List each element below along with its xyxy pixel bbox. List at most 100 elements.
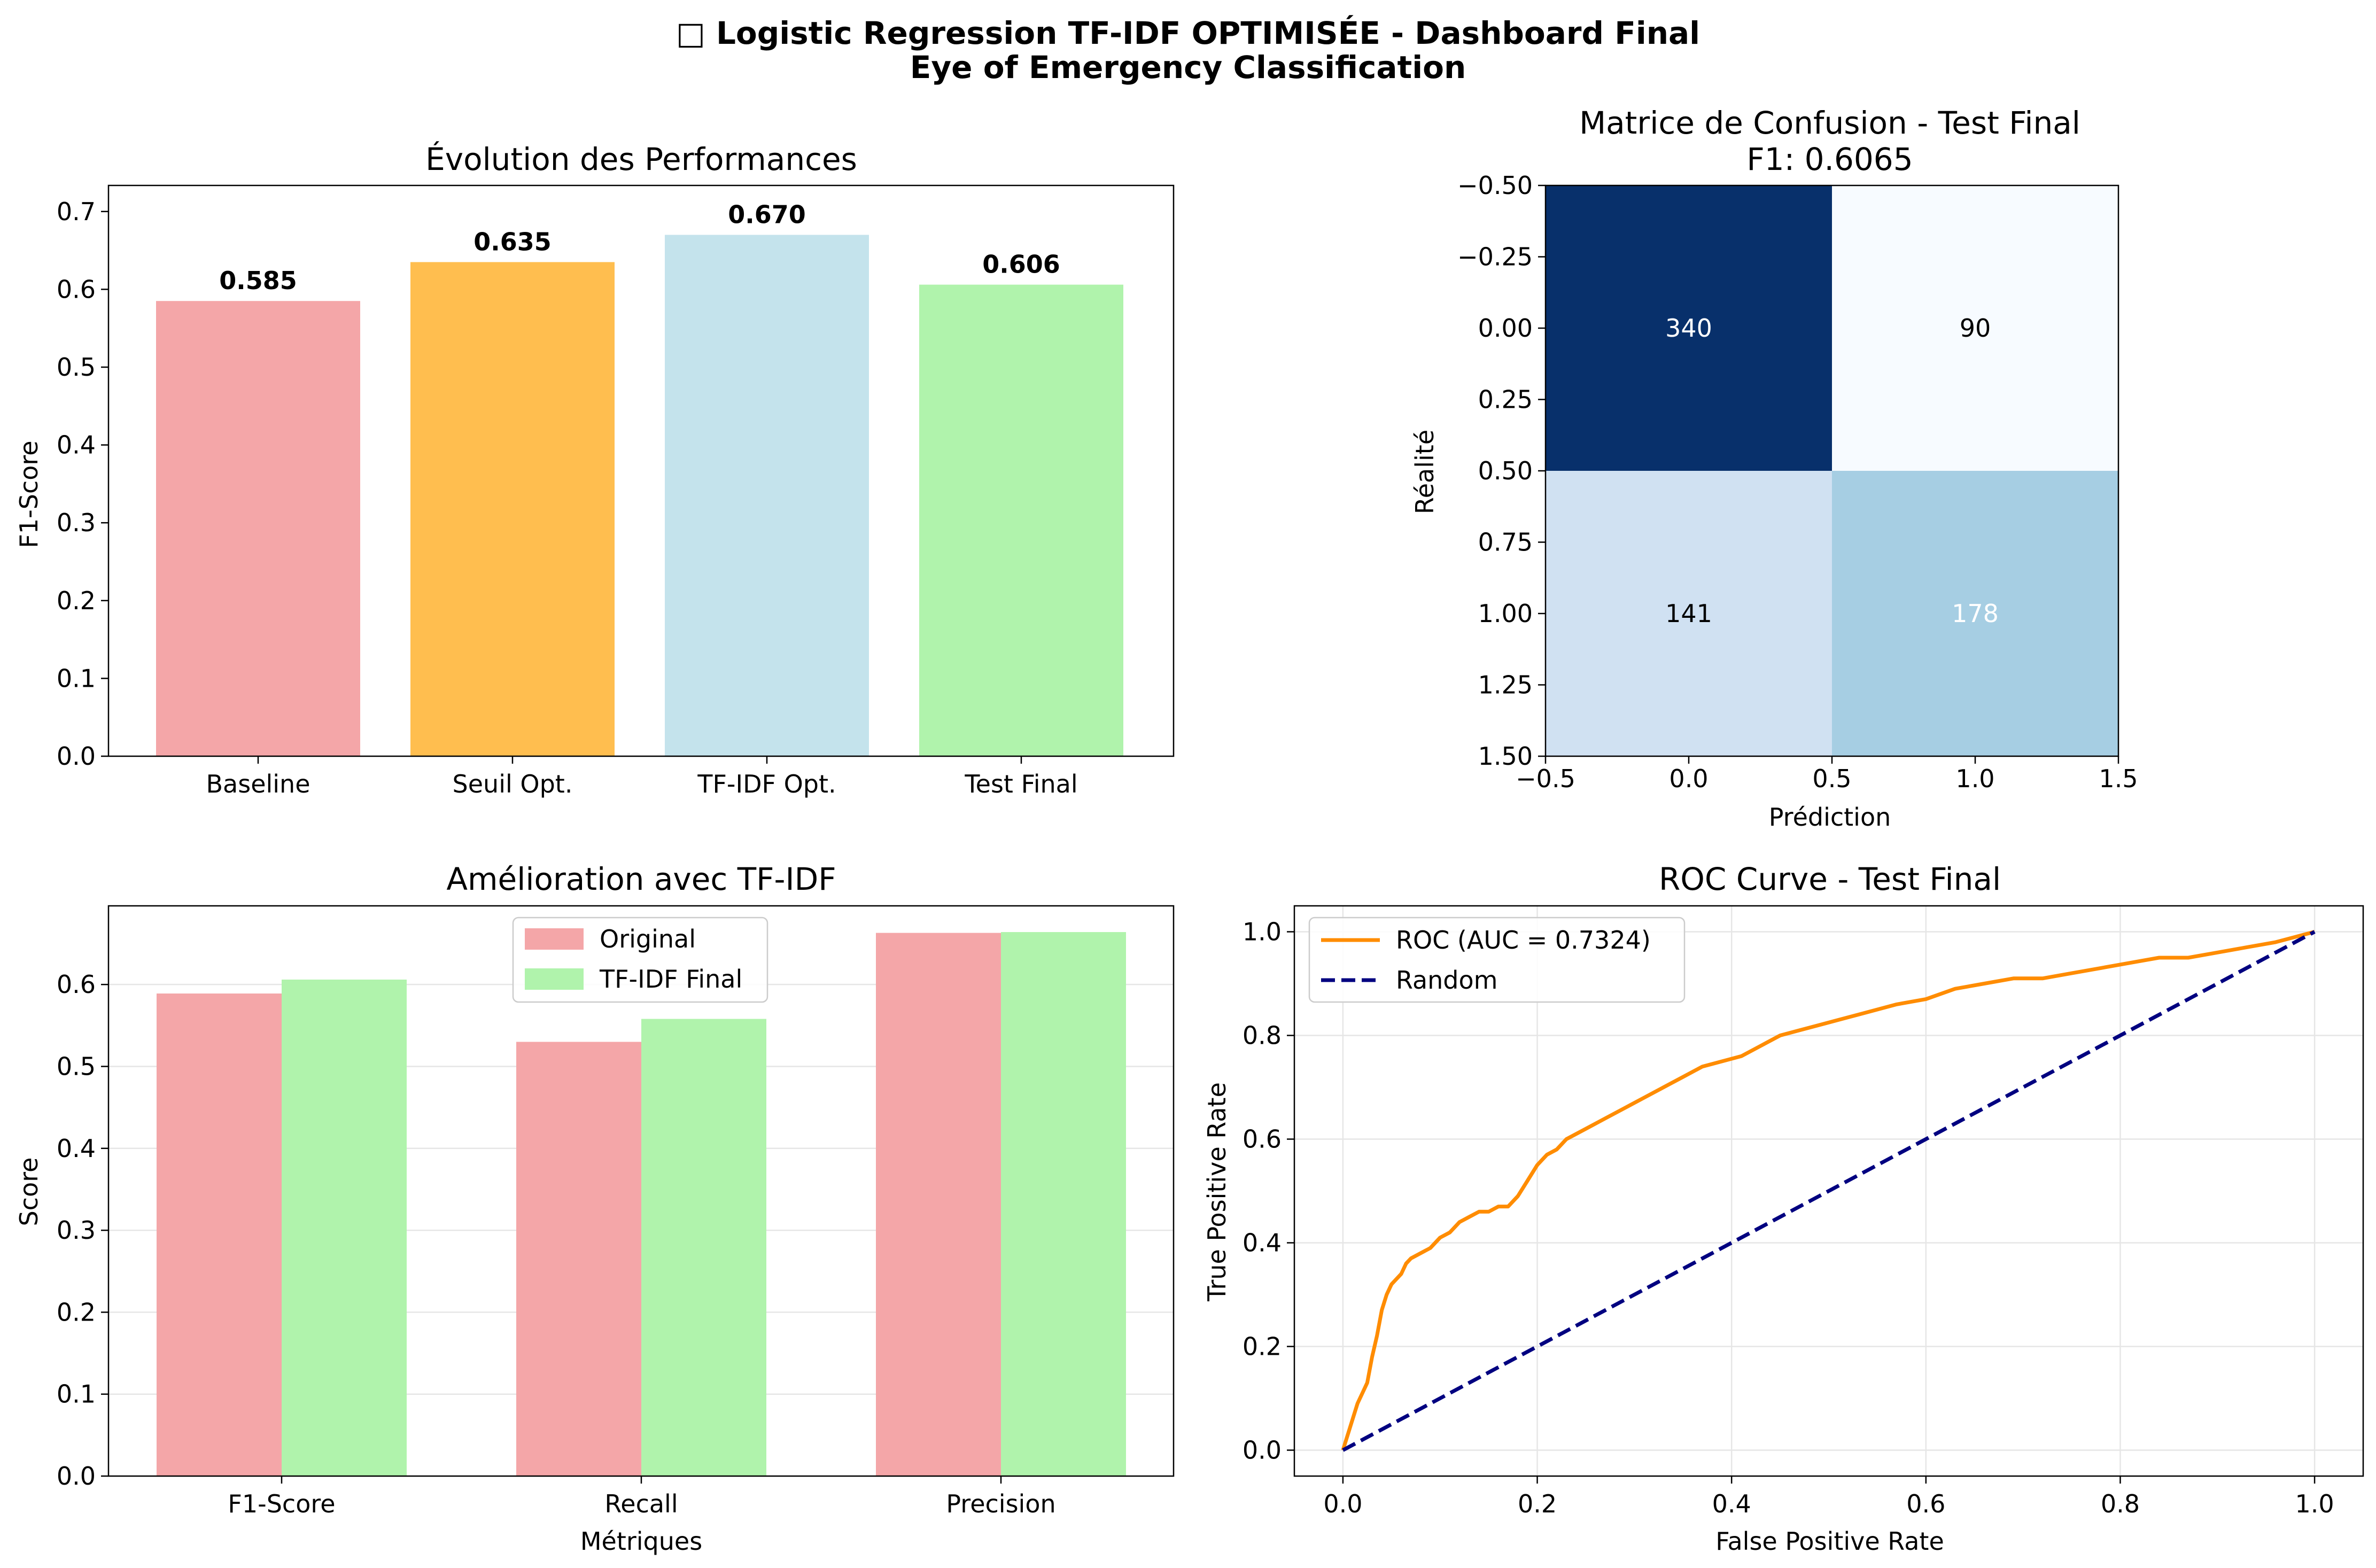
roc-curve-line <box>1341 930 2316 1451</box>
y-tick-label: 0.0 <box>1243 1436 1282 1465</box>
performance-y-axis-label: F1-Score <box>14 440 43 548</box>
y-tick-label: 0.5 <box>57 353 96 382</box>
y-tick-label: 1.50 <box>1478 742 1533 771</box>
random-baseline-line <box>1342 930 2316 1452</box>
y-tick-label: 0.2 <box>1243 1332 1282 1361</box>
y-tick-label: 0.5 <box>57 1052 96 1081</box>
confusion-cell-value: 340 <box>1665 314 1712 343</box>
improvement-chart-marks: F1-Score Recall Precision 0.0 0.1 0.2 0.3 0.4 0.… <box>57 905 1175 1518</box>
axes-frame <box>1544 184 2119 757</box>
y-tick-label: 1.0 <box>1243 918 1282 946</box>
confusion-cell-1-1 <box>1832 471 2118 756</box>
x-tick-label: F1-Score <box>228 1489 335 1518</box>
bar-value-label: 0.635 <box>473 227 552 256</box>
confusion-cell-value: 90 <box>1960 314 1991 343</box>
y-tick-label: 0.6 <box>57 970 96 999</box>
y-tick-label: 0.1 <box>57 664 96 693</box>
bar-seuil-opt- <box>410 262 615 757</box>
roc-chart-title: ROC Curve - Test Final <box>1659 861 2001 897</box>
bar-tf-idf-final <box>641 1019 766 1476</box>
x-tick-label: 0.0 <box>1323 1489 1362 1518</box>
bar-value-label: 0.606 <box>982 250 1060 279</box>
panel-tfidf-improvement: Amélioration avec TF-IDF Métriques Score… <box>14 861 1175 1556</box>
improvement-x-axis-label: Métriques <box>580 1527 702 1556</box>
x-tick-label: Precision <box>946 1489 1055 1518</box>
panel-confusion-matrix: Matrice de Confusion - Test Final F1: 0.… <box>1410 105 2138 832</box>
confusion-matrix-marks: 340 90 141 178 −0.5 0.0 0.5 1.0 1.5 −0.50 −0.25 0.0… <box>1457 171 2138 793</box>
bar-test-final <box>919 284 1123 756</box>
x-tick-label: 1.5 <box>2099 764 2138 793</box>
axes-frame <box>107 184 1175 757</box>
y-tick-label: 0.4 <box>57 431 96 460</box>
y-tick-label: 0.4 <box>57 1134 96 1163</box>
confusion-cell-value: 178 <box>1952 599 1999 628</box>
x-tick-label: Baseline <box>206 770 310 798</box>
confusion-matrix-title: Matrice de Confusion - Test Final <box>1579 105 2080 141</box>
legend-swatch <box>525 928 584 950</box>
figure-title-line2: Eye of Emergency Classification <box>910 49 1466 86</box>
y-tick-label: 0.2 <box>57 1298 96 1326</box>
panel-performance-evolution: Évolution des Performances F1-Score 0.58… <box>14 141 1175 798</box>
bar-original <box>876 933 1001 1476</box>
y-tick-label: 0.0 <box>57 742 96 771</box>
bar-original <box>157 993 282 1476</box>
confusion-cell-0-1 <box>1832 185 2118 471</box>
y-tick-label: −0.25 <box>1457 243 1533 271</box>
x-tick-label: 0.0 <box>1669 764 1708 793</box>
y-tick-label: 0.75 <box>1478 528 1533 557</box>
x-tick-label: 1.0 <box>1955 764 1994 793</box>
y-tick-label: 0.4 <box>1243 1229 1282 1257</box>
y-tick-label: 0.1 <box>57 1380 96 1409</box>
y-tick-label: 0.8 <box>1243 1021 1282 1050</box>
x-tick-label: 0.8 <box>2101 1489 2140 1518</box>
improvement-chart-title: Amélioration avec TF-IDF <box>446 861 836 897</box>
figure-title-line1: □ Logistic Regression TF-IDF OPTIMISÉE -… <box>676 14 1700 51</box>
legend-label: Original <box>600 925 696 953</box>
y-tick-label: 0.6 <box>57 275 96 304</box>
y-tick-label: 0.3 <box>57 1216 96 1245</box>
y-tick-label: 0.7 <box>57 197 96 226</box>
x-tick-label: 0.4 <box>1712 1489 1751 1518</box>
bar-original <box>516 1042 641 1476</box>
y-tick-label: −0.50 <box>1457 171 1533 200</box>
confusion-matrix-x-axis-label: Prédiction <box>1769 803 1891 832</box>
x-tick-label: −0.5 <box>1516 764 1575 793</box>
confusion-cell-1-0 <box>1546 471 1832 756</box>
x-tick-label: 0.2 <box>1518 1489 1557 1518</box>
y-tick-label: 1.00 <box>1478 599 1533 628</box>
legend-label: ROC (AUC = 0.7324) <box>1396 926 1651 954</box>
x-tick-label: 0.5 <box>1812 764 1851 793</box>
legend-label: Random <box>1396 966 1497 995</box>
improvement-y-axis-label: Score <box>14 1158 43 1227</box>
bar-baseline <box>156 301 360 756</box>
panel-roc-curve: ROC Curve - Test Final False Positive Ra… <box>1202 861 2364 1556</box>
axes-frame <box>107 905 1175 1477</box>
legend-label: TF-IDF Final <box>599 965 742 993</box>
x-tick-label: TF-IDF Opt. <box>697 770 836 798</box>
y-tick-label: 1.25 <box>1478 671 1533 700</box>
x-tick-label: Recall <box>604 1489 678 1518</box>
y-tick-label: 0.25 <box>1478 385 1533 414</box>
roc-x-axis-label: False Positive Rate <box>1715 1527 1944 1556</box>
bar-value-label: 0.670 <box>728 200 806 229</box>
improvement-legend: Original TF-IDF Final <box>512 917 768 1003</box>
y-tick-label: 0.0 <box>57 1462 96 1491</box>
confusion-cell-0-0 <box>1546 185 1832 471</box>
confusion-matrix-subtitle: F1: 0.6065 <box>1746 141 1913 177</box>
y-tick-label: 0.00 <box>1478 314 1533 343</box>
bar-tf-idf-final <box>282 979 407 1476</box>
roc-chart-marks: 0.0 0.2 0.4 0.6 0.8 1.0 0.0 0.2 0.4 0.6 0.8 1.0 ROC … <box>1243 905 2364 1518</box>
axes-frame <box>1293 905 2364 1477</box>
x-tick-label: 1.0 <box>2295 1489 2334 1518</box>
x-tick-label: Seuil Opt. <box>453 770 573 798</box>
bar-tf-idf-final <box>1001 932 1126 1476</box>
bar-value-label: 0.585 <box>219 266 297 295</box>
roc-y-axis-label: True Positive Rate <box>1202 1082 1231 1302</box>
legend-swatch <box>525 968 584 990</box>
performance-chart-title: Évolution des Performances <box>425 141 857 177</box>
x-tick-label: 0.6 <box>1906 1489 1945 1518</box>
confusion-matrix-y-axis-label: Réalité <box>1410 430 1439 514</box>
x-tick-label: Test Final <box>964 770 1077 798</box>
y-tick-label: 0.3 <box>57 508 96 537</box>
